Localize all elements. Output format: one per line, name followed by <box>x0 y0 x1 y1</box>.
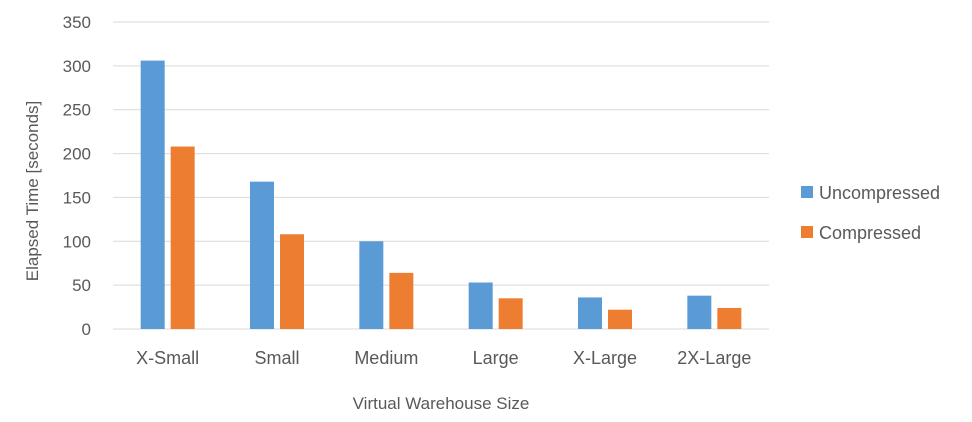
x-axis-title: Virtual Warehouse Size <box>353 394 530 413</box>
bar-uncompressed-x-large <box>578 297 602 329</box>
y-tick-label: 50 <box>72 276 91 295</box>
y-tick-label: 350 <box>63 13 91 32</box>
y-tick-label: 0 <box>82 320 91 339</box>
bars <box>140 60 742 329</box>
x-category-label: Medium <box>354 348 418 368</box>
y-axis-ticks: 0 50 100 150 200 250 300 350 <box>63 13 91 339</box>
bar-uncompressed-small <box>250 181 274 329</box>
x-category-label: X-Small <box>136 348 199 368</box>
x-category-label: Small <box>254 348 299 368</box>
bar-uncompressed-x-small <box>140 60 165 329</box>
bar-uncompressed-medium <box>359 241 384 329</box>
x-category-label: Large <box>473 348 519 368</box>
x-category-label: X-Large <box>573 348 637 368</box>
y-tick-label: 100 <box>63 232 91 251</box>
x-category-label: 2X-Large <box>677 348 751 368</box>
y-axis-title: Elapsed Time [seconds] <box>23 101 42 281</box>
gridlines <box>113 21 769 330</box>
bar-compressed-x-small <box>170 146 195 329</box>
bar-compressed-large <box>498 298 523 329</box>
bar-compressed-medium <box>389 272 414 329</box>
legend-label: Compressed <box>819 223 921 243</box>
bar-uncompressed-2x-large <box>687 295 712 329</box>
bar-compressed-2x-large <box>717 307 742 329</box>
legend-swatch-compressed <box>801 226 813 238</box>
x-axis-categories: X-Small Small Medium Large X-Large 2X-Large <box>136 348 751 368</box>
bar-uncompressed-large <box>468 282 493 329</box>
y-tick-label: 150 <box>63 188 91 207</box>
bar-compressed-x-large <box>608 309 632 329</box>
y-tick-label: 250 <box>63 101 91 120</box>
bar-compressed-small <box>280 234 304 329</box>
legend: Uncompressed Compressed <box>801 183 940 243</box>
legend-swatch-uncompressed <box>801 186 813 198</box>
y-tick-label: 300 <box>63 57 91 76</box>
y-tick-label: 200 <box>63 145 91 164</box>
legend-label: Uncompressed <box>819 183 940 203</box>
